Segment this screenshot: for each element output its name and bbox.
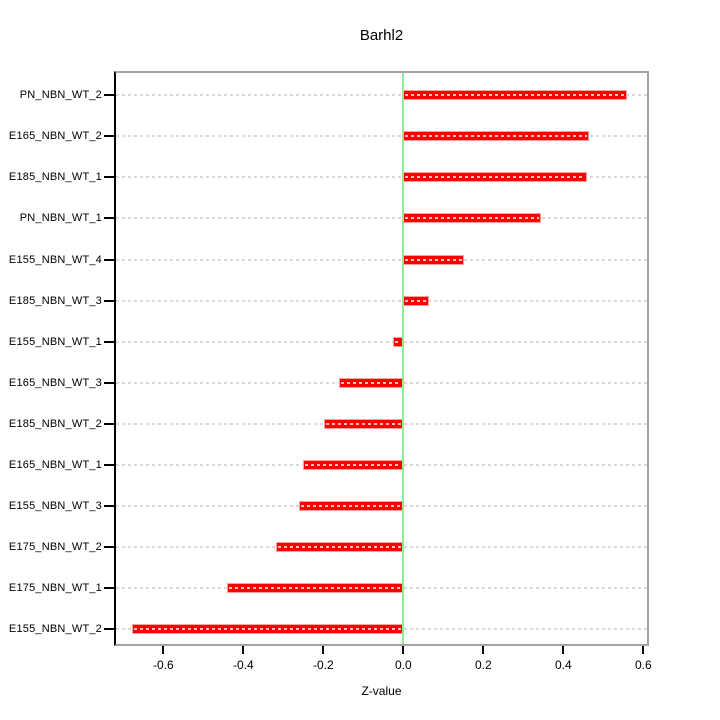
x-tick — [242, 646, 245, 654]
bar-E155_NBN_WT_3 — [298, 500, 404, 511]
gridline — [116, 340, 647, 343]
y-tick-label: E175_NBN_WT_1 — [8, 581, 102, 594]
gridline — [116, 135, 647, 138]
bar-grid-overlay — [326, 422, 402, 425]
y-tick-label: PN_NBN_WT_1 — [19, 212, 102, 225]
x-tick-label: -0.6 — [152, 658, 174, 672]
bar-grid-overlay — [300, 504, 402, 507]
y-tick — [104, 217, 114, 220]
bar-E165_NBN_WT_1 — [302, 459, 404, 470]
x-tick-label: 0.0 — [394, 658, 412, 672]
x-tick — [322, 646, 325, 654]
chart-title: Barhl2 — [359, 27, 404, 44]
y-tick — [104, 463, 114, 466]
y-tick-label: PN_NBN_WT_2 — [19, 89, 102, 102]
bar-E185_NBN_WT_3 — [403, 295, 430, 306]
y-tick-label: E175_NBN_WT_2 — [8, 540, 102, 553]
bar-grid-overlay — [405, 258, 463, 261]
plot-panel — [114, 71, 649, 646]
y-tick-label: E185_NBN_WT_3 — [8, 294, 102, 307]
y-tick-label: E185_NBN_WT_1 — [8, 171, 102, 184]
bar-grid-overlay — [405, 94, 626, 97]
y-tick — [104, 504, 114, 507]
bar-grid-overlay — [304, 463, 402, 466]
bar-E165_NBN_WT_3 — [339, 377, 404, 388]
x-tick — [162, 646, 165, 654]
bar-grid-overlay — [277, 545, 402, 548]
y-tick — [104, 176, 114, 179]
bar-E185_NBN_WT_1 — [403, 172, 588, 183]
y-tick-label: E155_NBN_WT_2 — [8, 622, 102, 635]
bar-grid-overlay — [405, 299, 428, 302]
bar-E155_NBN_WT_2 — [131, 623, 404, 634]
bar-grid-overlay — [133, 627, 402, 630]
y-tick — [104, 258, 114, 261]
y-tick — [104, 381, 114, 384]
x-tick-label: 0.4 — [554, 658, 572, 672]
gridline — [116, 299, 647, 302]
x-tick — [562, 646, 565, 654]
y-tick-label: E155_NBN_WT_1 — [8, 335, 102, 348]
bar-E175_NBN_WT_1 — [227, 582, 404, 593]
bar-grid-overlay — [405, 217, 540, 220]
bar-E185_NBN_WT_2 — [324, 418, 404, 429]
bar-grid-overlay — [341, 381, 402, 384]
x-tick-label: 0.6 — [634, 658, 652, 672]
y-tick — [104, 627, 114, 630]
bar-grid-overlay — [394, 340, 402, 343]
x-tick-label: -0.4 — [232, 658, 254, 672]
x-tick-label: -0.2 — [312, 658, 334, 672]
x-tick — [482, 646, 485, 654]
x-axis-title: Z-value — [361, 684, 402, 698]
zero-reference-line — [402, 73, 405, 644]
bar-E165_NBN_WT_2 — [403, 131, 590, 142]
bar-E175_NBN_WT_2 — [275, 541, 404, 552]
x-tick — [642, 646, 645, 654]
y-tick — [104, 94, 114, 97]
y-tick — [104, 545, 114, 548]
gridline — [116, 94, 647, 97]
gridline — [116, 258, 647, 261]
y-tick-label: E155_NBN_WT_3 — [8, 499, 102, 512]
y-tick — [104, 586, 114, 589]
y-tick — [104, 340, 114, 343]
gridline — [116, 176, 647, 179]
bar-grid-overlay — [229, 586, 402, 589]
y-tick-label: E155_NBN_WT_4 — [8, 253, 102, 266]
gridline — [116, 217, 647, 220]
y-tick-label: E185_NBN_WT_2 — [8, 417, 102, 430]
y-tick-label: E165_NBN_WT_3 — [8, 376, 102, 389]
y-tick — [104, 135, 114, 138]
y-tick — [104, 422, 114, 425]
bar-PN_NBN_WT_1 — [403, 213, 542, 224]
y-tick — [104, 299, 114, 302]
y-tick-label: E165_NBN_WT_1 — [8, 458, 102, 471]
bar-grid-overlay — [405, 176, 586, 179]
bar-PN_NBN_WT_2 — [403, 90, 628, 101]
x-tick — [402, 646, 405, 654]
x-tick-label: 0.2 — [474, 658, 492, 672]
bar-E155_NBN_WT_4 — [403, 254, 465, 265]
bar-grid-overlay — [405, 135, 588, 138]
y-tick-label: E165_NBN_WT_2 — [8, 130, 102, 143]
